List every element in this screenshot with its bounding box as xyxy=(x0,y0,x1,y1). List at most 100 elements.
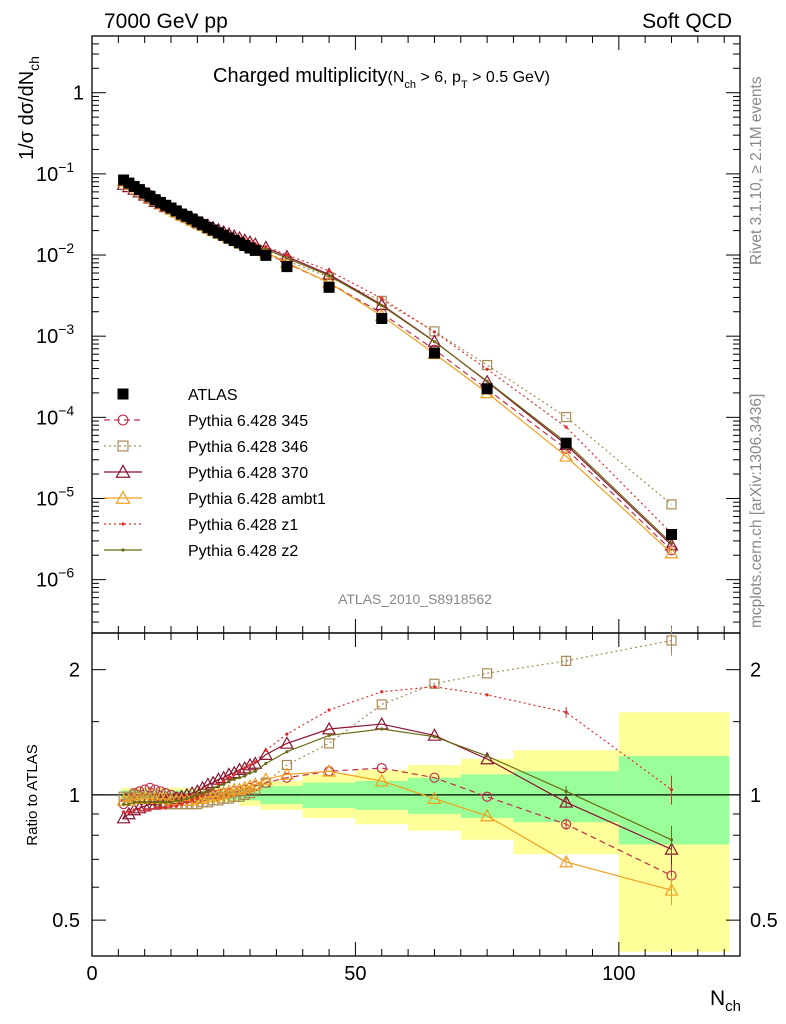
ratio-point-3 xyxy=(211,787,226,801)
atlas-point xyxy=(260,249,272,261)
xlabel-base: N xyxy=(710,987,725,1010)
ratio-series xyxy=(116,626,679,906)
main-point-4 xyxy=(285,253,289,257)
legend: ATLAS Pythia 6.428 345 Pythia 6.428 346 Pyt… xyxy=(104,387,326,560)
ratio-point-1 xyxy=(208,795,219,806)
ratio-point-4 xyxy=(137,808,142,812)
main-point-4 xyxy=(564,425,568,429)
ratio-point-4 xyxy=(248,763,252,767)
ratio-ytick-label: 1 xyxy=(69,785,80,807)
main-ytick-label: 10−5 xyxy=(36,483,74,510)
legend-marker-4 xyxy=(121,522,125,526)
ratio-point-5 xyxy=(201,791,205,795)
legend-marker-3 xyxy=(115,490,131,504)
main-title-cuts-ch: ch xyxy=(404,79,416,91)
ratio-point-5 xyxy=(327,733,331,738)
ratio-point-2 xyxy=(132,800,147,814)
main-line-5 xyxy=(123,181,672,544)
ratio-point-2 xyxy=(427,728,442,741)
xlabel: Nch xyxy=(710,987,741,1015)
ratio-point-5 xyxy=(179,798,184,803)
main-title-text: Charged multiplicity xyxy=(213,65,388,87)
main-point-4 xyxy=(327,269,331,273)
ratio-ytick-label: 2 xyxy=(69,660,80,682)
ratio-point-2 xyxy=(243,757,258,771)
ratio-point-3 xyxy=(258,772,273,785)
ratio-point-4 xyxy=(127,810,131,814)
main-point-5 xyxy=(327,274,331,278)
ratio-point-4 xyxy=(122,810,126,814)
ratio-point-5 xyxy=(227,779,231,783)
ratio-point-2 xyxy=(279,736,294,749)
ratio-point-4 xyxy=(174,804,178,808)
ratio-point-2 xyxy=(480,751,495,765)
xlabel-sub: ch xyxy=(725,998,741,1015)
ratio-point-4 xyxy=(380,690,384,694)
ratio-point-5 xyxy=(185,796,189,801)
ratio-point-5 xyxy=(137,800,142,804)
ratio-point-3 xyxy=(427,791,442,804)
ratio-point-5 xyxy=(253,769,257,773)
ratio-point-1 xyxy=(260,777,271,788)
atlas-point xyxy=(323,281,335,293)
ratio-point-5 xyxy=(216,784,221,788)
ratio-uncertainty-bands xyxy=(120,712,730,952)
ratio-point-5 xyxy=(264,761,268,766)
side-mcplots-label: mcplots.cern.ch [arXiv:1306.3436] xyxy=(748,394,765,628)
header-left: 7000 GeV pp xyxy=(104,10,228,33)
ratio-point-5 xyxy=(127,802,131,806)
ratio-ytick-label-right: 1 xyxy=(750,785,761,807)
main-ytick-label: 1 xyxy=(73,83,84,105)
ratio-point-4 xyxy=(327,708,331,712)
ratio-point-3 xyxy=(237,780,252,794)
ratio-point-4 xyxy=(485,693,489,697)
ratio-point-2 xyxy=(248,756,263,769)
main-ytick-label: 10−3 xyxy=(36,321,74,348)
main-ytick-label: 10−6 xyxy=(36,565,74,592)
ratio-point-5 xyxy=(174,798,178,803)
ratio-point-4 xyxy=(232,772,236,777)
legend-entry-3: Pythia 6.428 ambt1 xyxy=(104,490,326,508)
ratio-point-3 xyxy=(480,808,495,822)
main-ytick-label: 10−1 xyxy=(36,159,74,186)
ratio-point-2 xyxy=(116,810,131,824)
ratio-point-0 xyxy=(482,791,493,802)
ratio-point-5 xyxy=(148,800,152,804)
ratio-point-2 xyxy=(121,806,136,820)
ratio-point-3 xyxy=(221,784,236,797)
main-point-1 xyxy=(666,499,677,510)
ratio-point-4 xyxy=(237,769,242,773)
ratio-point-5 xyxy=(211,786,215,790)
ratio-point-1 xyxy=(482,668,493,679)
main-ytick-label: 10−4 xyxy=(36,402,74,429)
legend-label-0: Pythia 6.428 345 xyxy=(188,413,308,430)
ratio-point-5 xyxy=(485,754,489,758)
main-title-cuts-mid: > 6, p xyxy=(416,69,461,86)
ratio-point-5 xyxy=(158,800,163,804)
x-tick-label: 50 xyxy=(344,963,366,985)
band-inner-5 xyxy=(408,777,461,814)
legend-label-5: Pythia 6.428 z2 xyxy=(188,543,298,560)
legend-label-atlas: ATLAS xyxy=(188,387,238,404)
ratio-ylabel: Ratio to ATLAS xyxy=(24,744,41,845)
main-title: Charged multiplicity(Nch > 6, pT > 0.5 G… xyxy=(213,65,550,91)
ratio-point-3 xyxy=(248,777,263,790)
ratio-line-3 xyxy=(123,770,672,891)
ratio-point-3 xyxy=(374,773,389,787)
atlas-point xyxy=(428,347,440,359)
legend-entry-atlas: ATLAS xyxy=(117,387,238,404)
ratio-point-4 xyxy=(195,796,199,801)
ratio-point-4 xyxy=(185,800,189,804)
ratio-point-5 xyxy=(206,789,210,793)
ratio-point-0 xyxy=(134,786,145,797)
legend-marker-atlas xyxy=(117,388,129,400)
legend-entry-5: Pythia 6.428 z2 xyxy=(104,543,298,560)
ratio-point-1 xyxy=(197,797,208,808)
band-inner-8 xyxy=(618,756,730,845)
ratio-point-5 xyxy=(285,750,289,754)
main-point-4 xyxy=(432,330,437,334)
ratio-line-1 xyxy=(123,639,672,805)
main-axes: 1 10−1 10−2 10−3 10−4 10−5 10−6 xyxy=(36,35,741,634)
ratio-point-3 xyxy=(232,782,247,795)
